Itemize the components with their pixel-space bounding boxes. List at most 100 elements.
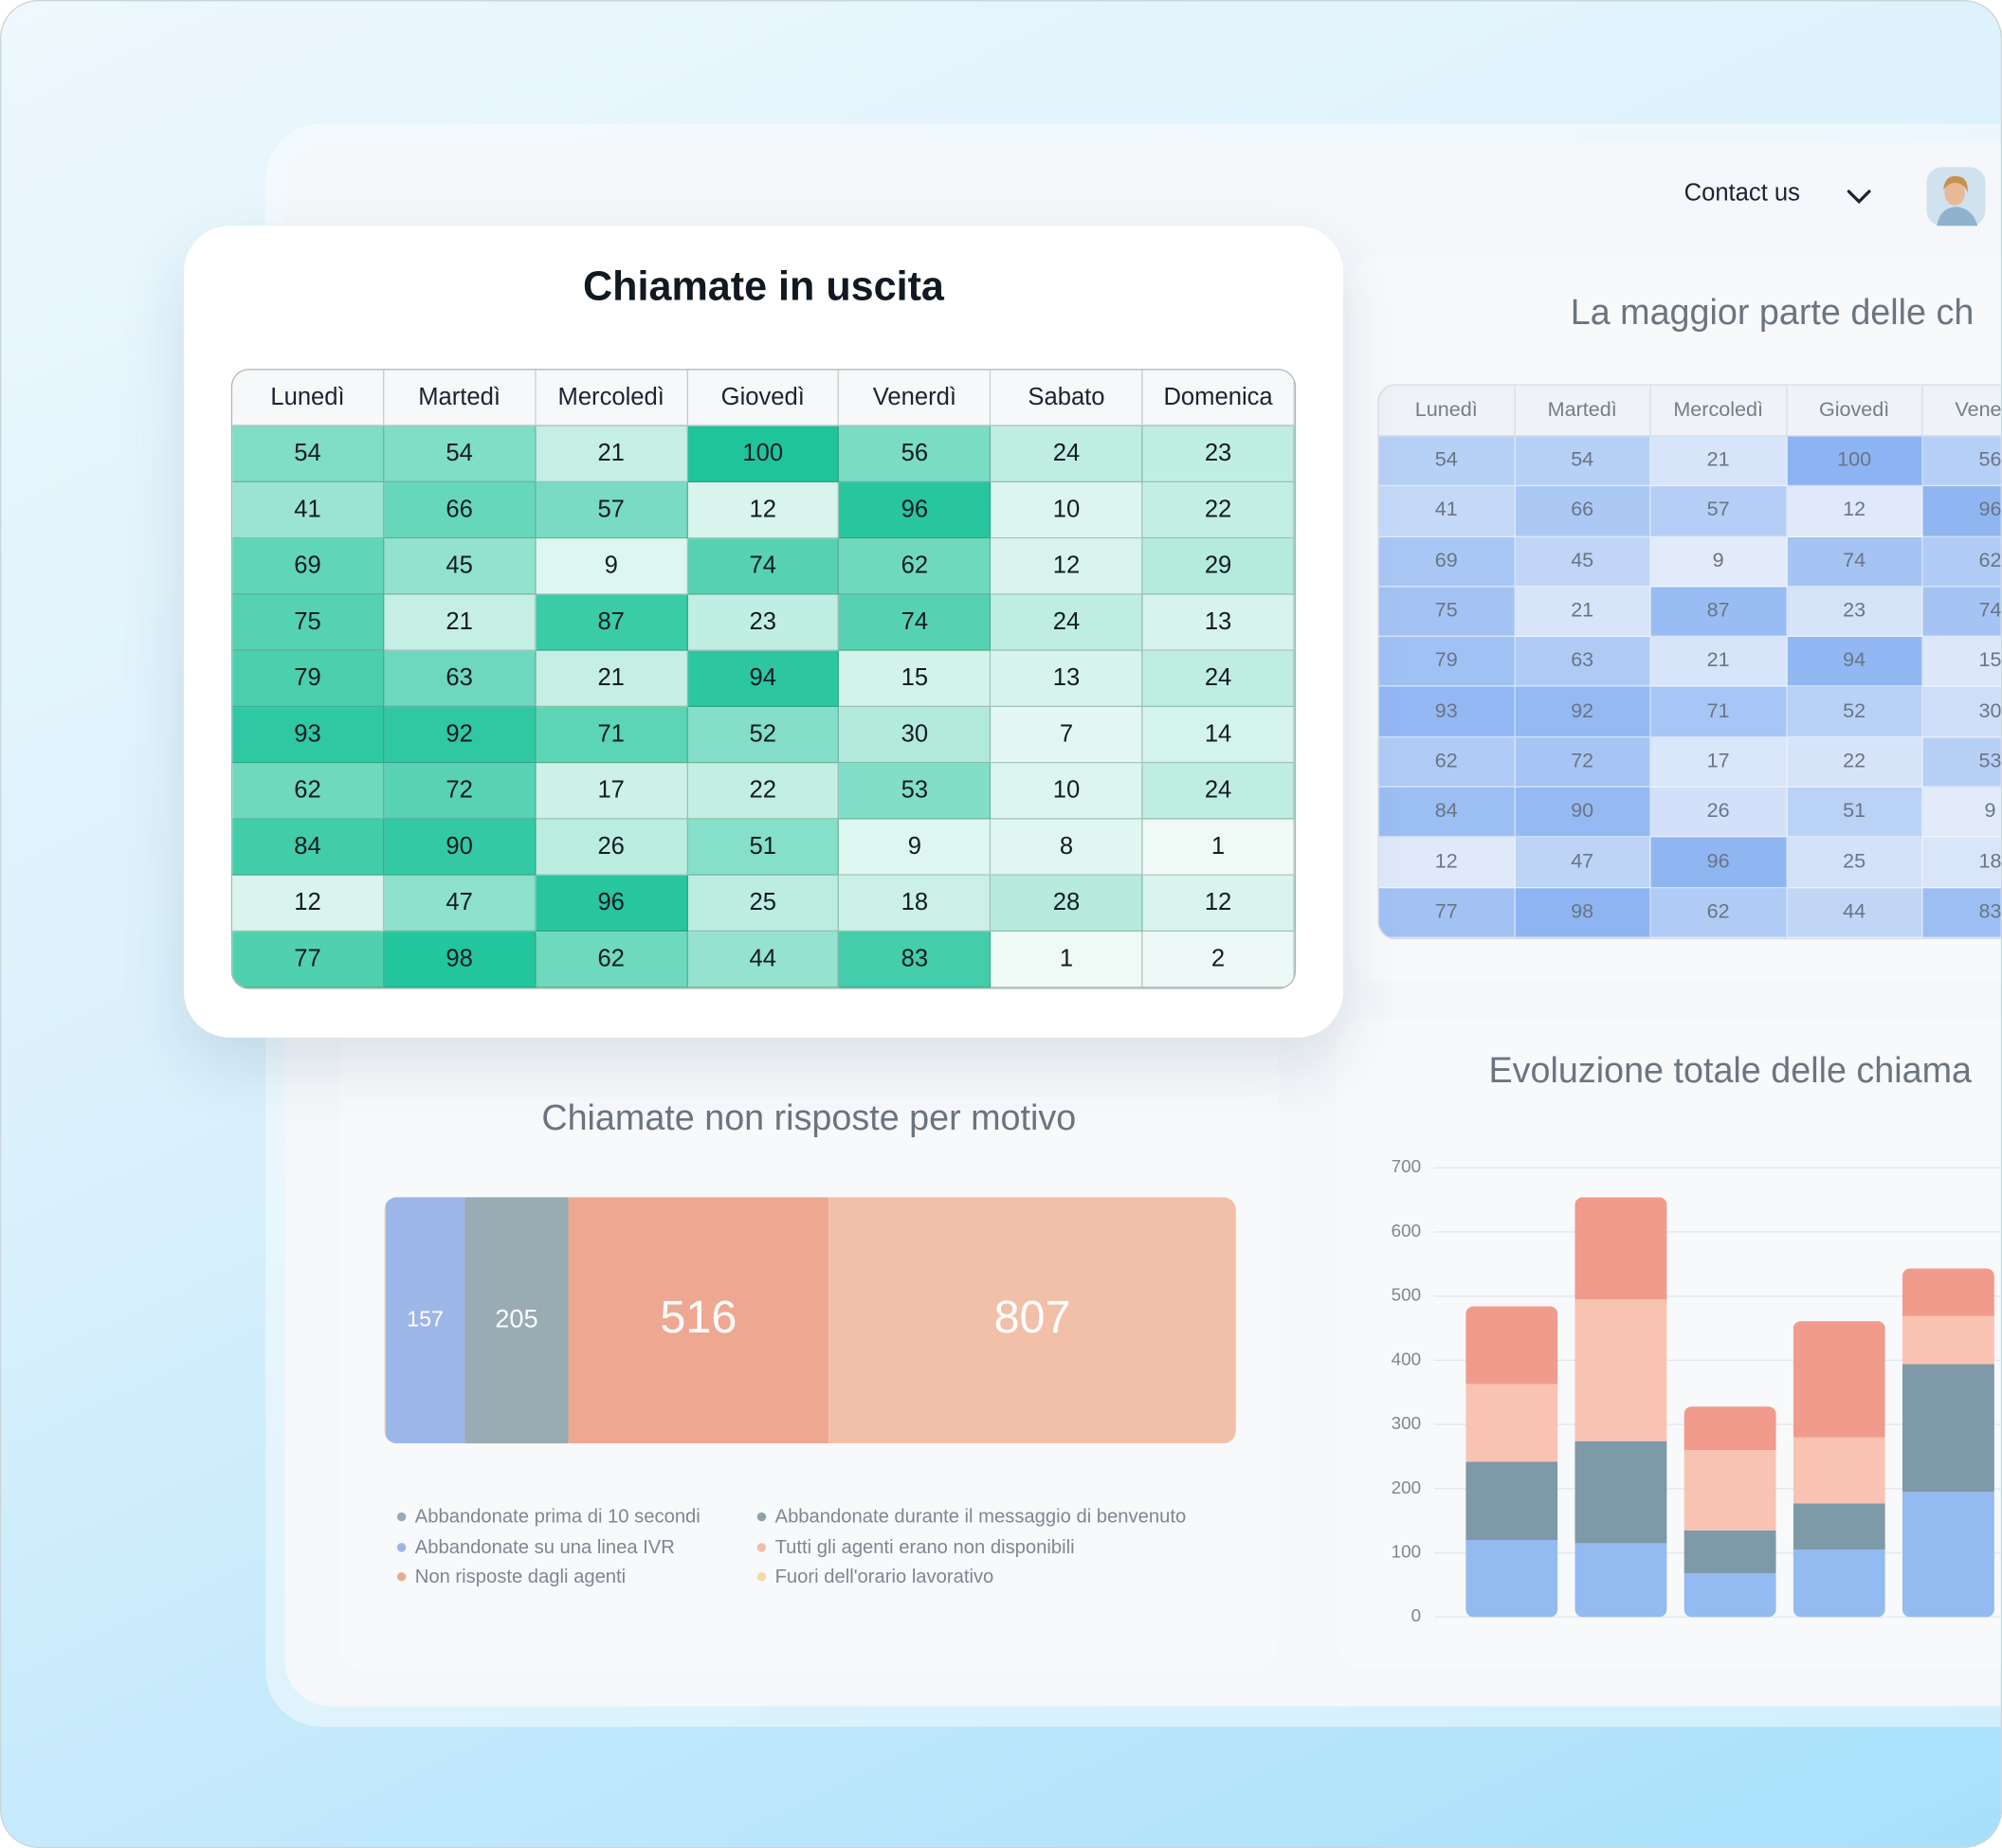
cell-value: 96 <box>597 888 625 916</box>
heat-cell: 57 <box>1650 486 1788 537</box>
cell-value: 44 <box>1843 900 1866 923</box>
heat-cell: 9 <box>839 819 992 876</box>
column-segment <box>1902 1315 1994 1365</box>
heat-cell: 51 <box>1787 788 1923 838</box>
heat-cell: 84 <box>1378 788 1516 838</box>
cell-value: 21 <box>597 663 625 692</box>
column-segment <box>1902 1492 1994 1618</box>
y-tick-label: 400 <box>1392 1349 1421 1368</box>
heat-cell: 18 <box>1922 837 2002 888</box>
column-segment <box>1793 1549 1885 1618</box>
heat-cell: 47 <box>384 875 537 933</box>
cell-value: 12 <box>1843 499 1866 522</box>
cell-value: 90 <box>446 832 473 860</box>
heat-cell: 25 <box>1787 837 1923 888</box>
column-segment <box>1684 1406 1776 1451</box>
legend-item: Abbandonate prima di 10 secondi <box>396 1502 757 1532</box>
heat-cell: 62 <box>1650 887 1788 938</box>
cell-value: 7 <box>1059 720 1074 748</box>
cell-value: 84 <box>294 832 321 860</box>
legend-dot <box>396 1542 407 1552</box>
stacked-column <box>1574 1197 1667 1618</box>
cell-value: 69 <box>294 552 321 579</box>
heat-cell: 12 <box>1142 875 1295 933</box>
contact-link[interactable]: Contact us <box>1684 179 1800 208</box>
stacked-column <box>1793 1321 1885 1618</box>
cell-value: 62 <box>1434 750 1458 772</box>
cell-value: 30 <box>1978 699 2002 722</box>
cell-value: 69 <box>1434 550 1458 571</box>
cell-value: 1 <box>1210 832 1226 860</box>
cell-value: 100 <box>1837 449 1872 472</box>
cell-value: 63 <box>446 663 473 692</box>
y-tick-label: 600 <box>1392 1221 1421 1241</box>
column-header: Venerdì <box>839 370 992 426</box>
heat-cell: 24 <box>1142 650 1295 708</box>
cell-value: 18 <box>1978 850 2002 873</box>
heat-cell: 22 <box>1787 737 1923 788</box>
heat-cell: 92 <box>1515 687 1651 738</box>
heat-cell: 100 <box>687 426 840 483</box>
heat-cell: 94 <box>687 650 840 708</box>
cell-value: 71 <box>597 720 625 748</box>
cell-value: 51 <box>749 832 777 860</box>
cell-value: 74 <box>1978 599 2002 622</box>
heat-cell: 62 <box>839 538 992 595</box>
legend-dot <box>756 1542 767 1552</box>
heat-cell: 12 <box>232 875 385 933</box>
heat-cell: 45 <box>1515 536 1651 588</box>
legend-dot <box>396 1513 407 1522</box>
column-header: Mercoledì <box>536 370 688 426</box>
cell-value: 13 <box>1052 663 1081 692</box>
heat-cell: 62 <box>536 932 688 988</box>
avatar[interactable] <box>1926 167 1986 226</box>
column-header: Giovedì <box>1787 385 1923 437</box>
cell-value: 10 <box>1052 496 1081 523</box>
legend-label: Tutti gli agenti erano non disponibili <box>774 1536 1075 1558</box>
heat-cell: 24 <box>991 426 1143 483</box>
cell-value: 52 <box>1843 699 1866 722</box>
cell-value: 12 <box>1052 552 1081 579</box>
heat-cell: 77 <box>1378 887 1516 938</box>
heat-cell: 23 <box>1142 426 1295 483</box>
chevron[interactable] <box>1845 183 1873 211</box>
heat-cell: 93 <box>1378 687 1516 738</box>
cell-value: 72 <box>1571 750 1594 772</box>
cell-value: 15 <box>901 663 929 692</box>
heat-cell: 96 <box>536 875 688 933</box>
cell-value: 54 <box>294 439 321 467</box>
heat-cell: 96 <box>1922 486 2001 537</box>
cell-value: 100 <box>742 439 784 467</box>
cell-value: 21 <box>597 439 625 467</box>
stacked-bar <box>384 1197 1236 1444</box>
cell-value: 29 <box>1204 552 1232 579</box>
cell-value: 54 <box>446 439 473 467</box>
column-segment <box>1574 1299 1667 1441</box>
cell-value: 23 <box>1843 599 1866 622</box>
column-segment <box>1684 1573 1776 1618</box>
heat-cell: 83 <box>1922 887 2002 938</box>
heat-cell: 18 <box>839 875 992 933</box>
cell-value: 71 <box>1706 699 1730 722</box>
cell-value: 23 <box>1204 439 1232 467</box>
cell-value: 28 <box>1052 888 1081 916</box>
cell-value: 79 <box>294 663 321 692</box>
cell-value: 75 <box>294 607 321 635</box>
cell-value: 21 <box>1706 449 1730 472</box>
stacked-column <box>1902 1268 1994 1618</box>
cell-value: 75 <box>1434 599 1458 622</box>
legend-label: Non risposte dagli agenti <box>414 1566 627 1588</box>
y-tick-label: 0 <box>1411 1605 1421 1625</box>
heat-cell: 23 <box>1787 587 1923 638</box>
cell-value: 83 <box>1978 900 2002 923</box>
cell-value: 62 <box>1978 550 2002 571</box>
column-header: Martedì <box>384 370 537 426</box>
cell-value: 96 <box>901 496 929 523</box>
heat-cell: 90 <box>384 819 537 876</box>
column-header: Venerdì <box>1922 385 2001 437</box>
cell-value: 23 <box>749 607 777 635</box>
cell-value: 79 <box>1434 649 1458 672</box>
heat-cell: 10 <box>991 763 1143 820</box>
bar-value-label: 807 <box>994 1292 1071 1343</box>
column-segment <box>1574 1543 1667 1618</box>
